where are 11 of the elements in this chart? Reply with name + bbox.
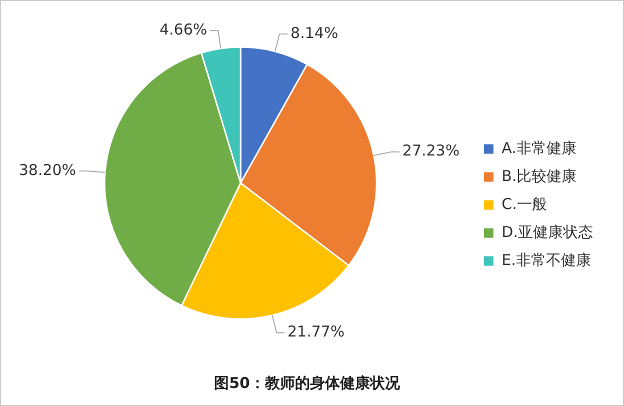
data-label: 21.77% [287,322,345,341]
data-label: 8.14% [290,24,338,42]
legend-label: A.非常健康 [502,138,576,157]
legend-label: D.亚健康状态 [502,222,594,241]
legend-label: E.非常不健康 [502,250,591,269]
legend-label: C.一般 [502,194,547,213]
data-label: 4.66% [159,20,208,39]
text: 图50：教师的身体健康状况 [214,374,401,392]
data-label: 38.20% [18,160,76,179]
legend-label: B.比较健康 [502,166,577,185]
data-label: 27.23% [402,142,460,160]
